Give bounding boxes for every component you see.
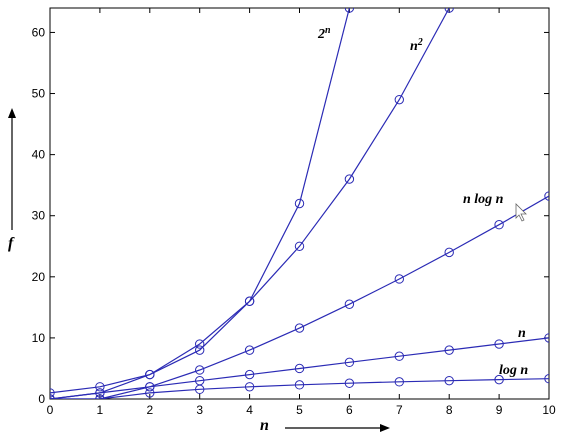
series-log-n-line [50, 378, 549, 399]
series-n-log-n-point [294, 323, 305, 333]
series-n-log-n-point [95, 394, 105, 399]
series-n-log-n-point [145, 382, 155, 392]
series-n [50, 333, 549, 399]
series-label-logn: log n [499, 363, 528, 378]
series-log-n-point [344, 378, 355, 388]
series-n2-point [394, 94, 404, 105]
series-n-point [294, 363, 305, 374]
series-log-n-point [494, 374, 504, 385]
x-axis-arrowhead [380, 424, 390, 432]
series-2n-point [344, 8, 355, 13]
series-n-log-n-point [244, 345, 255, 355]
series-n2-point [344, 174, 355, 184]
x-tick-label: 9 [496, 403, 503, 417]
x-tick-label: 8 [446, 403, 453, 417]
series-n-point [244, 369, 255, 380]
series-label-n2: n2 [410, 37, 423, 55]
series-2n-point [244, 296, 255, 306]
series-label-n: n [518, 326, 526, 341]
series-log-n-point [444, 375, 454, 386]
cursor-icon [515, 203, 527, 222]
series-n-point [344, 357, 355, 368]
series-n-log-n-point [394, 274, 404, 284]
series-n-log-n-point [195, 365, 205, 375]
y-tick-label: 0 [38, 392, 45, 406]
series-n-log-n-point [494, 219, 504, 230]
x-tick-label: 5 [296, 403, 303, 417]
y-tick-label: 60 [32, 25, 46, 39]
series-n-point [494, 339, 504, 349]
y-axis-arrowhead [8, 108, 16, 118]
series-n-log-n-point [544, 191, 549, 201]
series-log-n-point [394, 377, 404, 387]
series-log-n-point [145, 388, 155, 398]
series-log-n-point [244, 382, 255, 392]
series-label-2n: 2n [317, 25, 331, 43]
series-log-n-point [294, 380, 305, 390]
y-tick-label: 10 [32, 331, 46, 345]
series-n-line [50, 337, 549, 399]
series-n-point [195, 375, 205, 386]
x-tick-label: 0 [47, 403, 54, 417]
series-n-point [394, 351, 404, 361]
x-tick-label: 2 [146, 403, 153, 417]
series-2n-line [50, 8, 350, 394]
series-2n-point [195, 345, 205, 355]
x-tick-label: 6 [346, 403, 353, 417]
series-n2-point [50, 394, 55, 399]
x-tick-label: 10 [542, 403, 556, 417]
y-tick-label: 50 [32, 87, 46, 101]
tick-group: 0 1 2 3 4 5 6 7 8 9 10 0 10 20 30 40 50 60 [32, 8, 556, 417]
series-n-point [544, 333, 549, 343]
series-n2 [50, 8, 454, 399]
series-n2-point [95, 388, 105, 398]
series-2n [50, 8, 355, 398]
x-tick-label: 3 [196, 403, 203, 417]
series-n2-point [294, 241, 305, 251]
series-n2-point [444, 8, 454, 13]
series-2n-point [294, 198, 305, 209]
y-tick-label: 20 [32, 270, 46, 284]
series-n2-line [50, 8, 450, 399]
series-2n-point [50, 388, 55, 398]
series-n-log-n [50, 191, 549, 399]
series-2n-point [145, 369, 155, 380]
series-n-log-n-point [444, 247, 454, 258]
series-n-log-n-line [50, 195, 549, 399]
x-axis-label: n [260, 417, 269, 434]
series-log-n-point [544, 374, 549, 384]
x-tick-label: 4 [246, 403, 253, 417]
series-label-nlogn: n log n [463, 192, 504, 207]
series-group [50, 8, 549, 399]
series-n-point [444, 345, 454, 355]
series-n-log-n-point [344, 299, 355, 309]
series-2n-point [95, 382, 105, 392]
x-tick-label: 7 [396, 403, 403, 417]
y-axis-label: f [8, 235, 15, 252]
series-n2-point [195, 339, 205, 349]
x-tick-label: 1 [97, 403, 104, 417]
y-tick-label: 30 [32, 209, 46, 223]
y-tick-label: 40 [32, 148, 46, 162]
